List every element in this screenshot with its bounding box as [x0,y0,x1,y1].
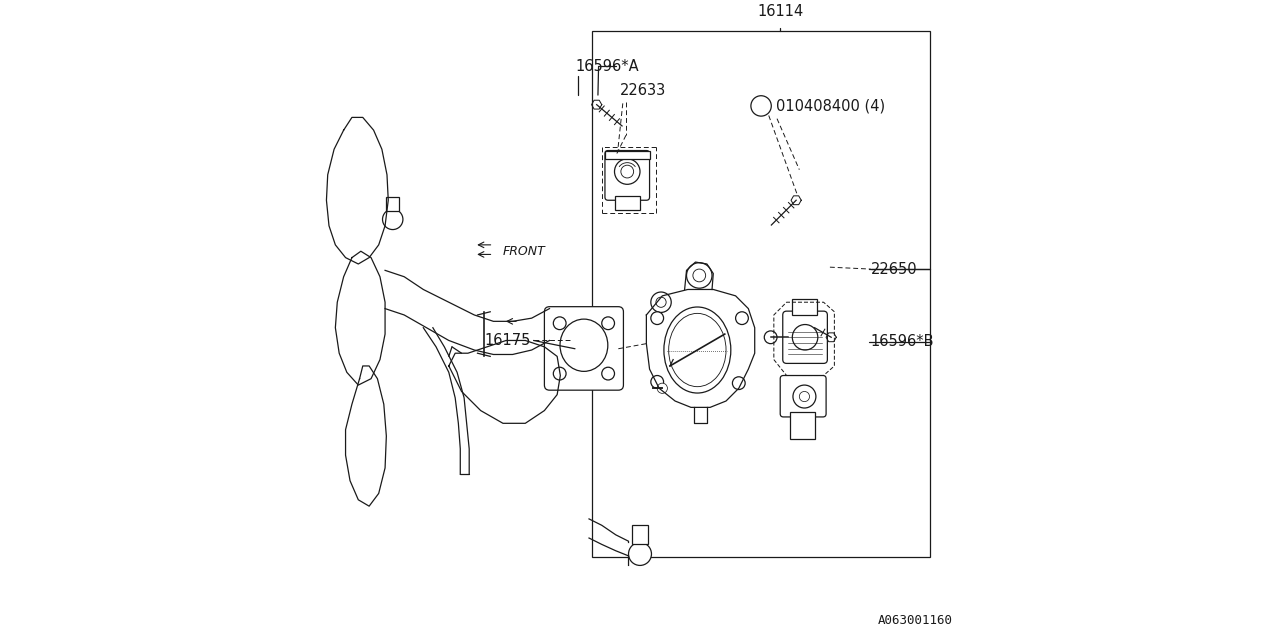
Circle shape [553,367,566,380]
Text: 16596*B: 16596*B [870,334,934,349]
Bar [387,197,399,211]
Circle shape [736,312,749,324]
Circle shape [764,331,777,344]
Text: 010408400 (4): 010408400 (4) [776,99,884,113]
Circle shape [732,377,745,390]
Circle shape [650,292,671,312]
Text: 22650: 22650 [870,262,918,276]
FancyBboxPatch shape [544,307,623,390]
Circle shape [650,376,663,388]
Text: A063001160: A063001160 [877,614,952,627]
FancyBboxPatch shape [781,376,826,417]
Bar [593,31,931,557]
Circle shape [602,317,614,330]
Bar [792,299,817,315]
Circle shape [657,383,667,394]
Text: FRONT: FRONT [503,244,545,258]
Circle shape [383,209,403,230]
Text: 22633: 22633 [620,83,666,98]
Ellipse shape [561,319,608,371]
FancyBboxPatch shape [605,150,649,200]
Bar [790,412,815,439]
Text: 16175: 16175 [484,333,530,348]
Circle shape [650,312,663,324]
Bar [614,196,640,210]
Circle shape [628,543,652,565]
Circle shape [751,96,772,116]
Bar [605,151,649,159]
Circle shape [655,297,666,307]
FancyBboxPatch shape [783,311,827,364]
Bar [632,525,648,545]
Text: 16114: 16114 [756,4,804,19]
Text: B: B [756,99,765,113]
Text: 16596*A: 16596*A [575,59,639,74]
Circle shape [553,317,566,330]
Circle shape [602,367,614,380]
